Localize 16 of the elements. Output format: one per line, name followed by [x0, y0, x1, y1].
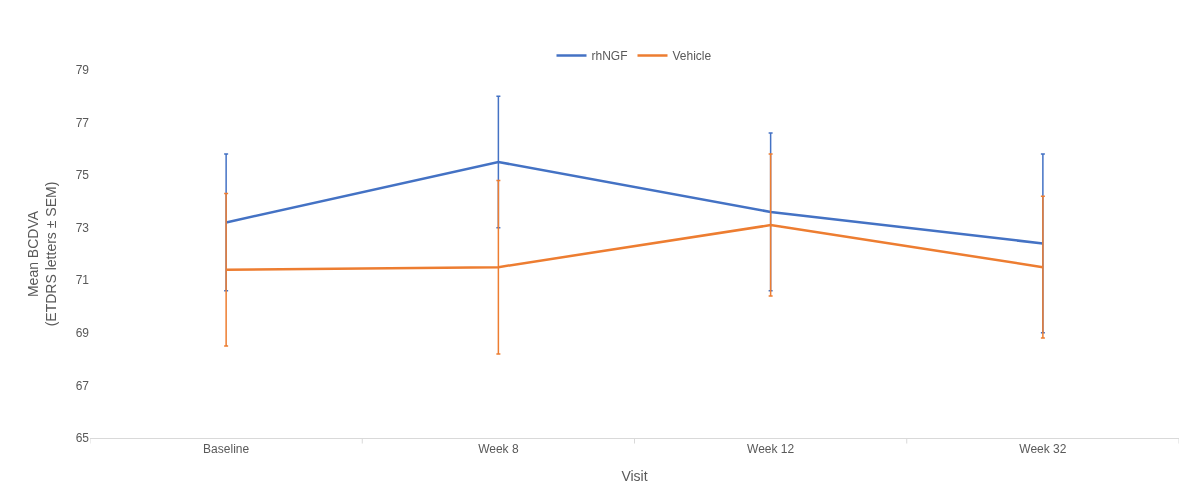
y-tick-label: 67	[75, 378, 90, 393]
y-tick-label: 79	[75, 63, 90, 78]
legend-label: rhNGF	[591, 49, 628, 64]
y-axis-title: Mean BCDVA (ETDRS letters ± SEM)	[25, 181, 60, 327]
y-tick-label: 77	[75, 115, 90, 130]
x-tick-label: Week 32	[1019, 442, 1067, 457]
x-axis-title: Visit	[621, 467, 648, 484]
legend-label: Vehicle	[672, 49, 712, 64]
y-tick-label: 69	[75, 326, 90, 341]
x-tick-label: Week 8	[478, 442, 519, 457]
y-tick-label: 65	[75, 431, 90, 446]
x-tick-label: Baseline	[203, 442, 250, 457]
x-tick-label: Week 12	[747, 442, 795, 457]
y-tick-label: 75	[75, 168, 90, 183]
y-tick-label: 71	[75, 273, 90, 288]
y-tick-label: 73	[75, 220, 90, 235]
